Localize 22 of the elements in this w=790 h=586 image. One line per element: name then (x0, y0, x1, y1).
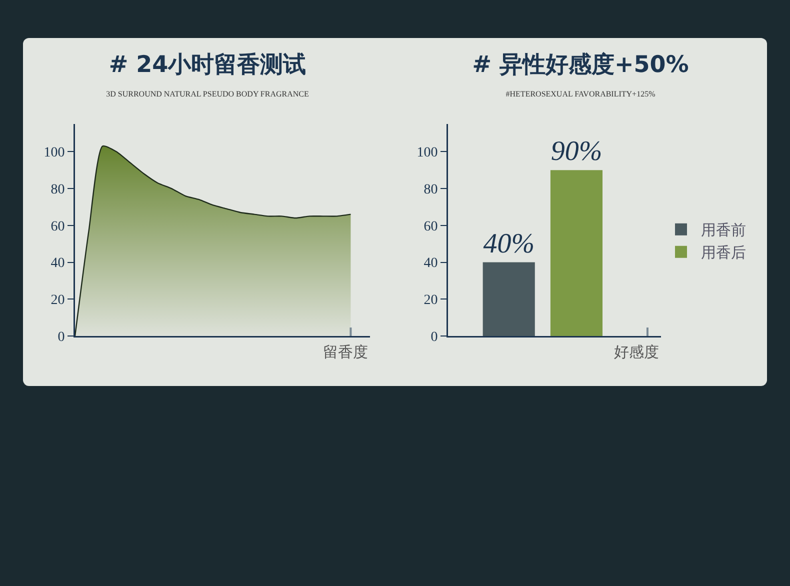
data-label: 40% (483, 228, 535, 260)
y-tick-label: 20 (50, 293, 65, 308)
chart-title: # 异性好感度+50% (472, 51, 689, 78)
y-tick-label: 60 (424, 219, 438, 234)
data-label: 90% (550, 136, 602, 168)
y-tick-label: 40 (50, 256, 65, 272)
chart-subtitle: #HETEROSEXUAL FAVORABILITY+125% (506, 90, 656, 99)
y-tick-label: 60 (50, 219, 65, 234)
chart-subtitle: 3D SURROUND NATURAL PSEUDO BODY FRAGRANCE (106, 90, 309, 99)
y-tick-label: 20 (424, 293, 438, 308)
y-tick-label: 40 (424, 256, 438, 272)
chart-title: # 24小时留香测试 (108, 52, 306, 78)
y-tick-label: 80 (50, 182, 65, 198)
y-tick-label: 100 (416, 146, 438, 161)
x-axis-title: 留香度 (323, 343, 368, 361)
legend-label: 用香前 (701, 221, 746, 240)
y-tick-label: 0 (430, 330, 438, 345)
y-tick-label: 80 (424, 182, 438, 198)
x-axis-title: 好感度 (614, 343, 659, 361)
y-tick-label: 0 (58, 330, 65, 345)
legend-label: 用香后 (701, 244, 746, 262)
y-tick-label: 100 (44, 146, 65, 161)
